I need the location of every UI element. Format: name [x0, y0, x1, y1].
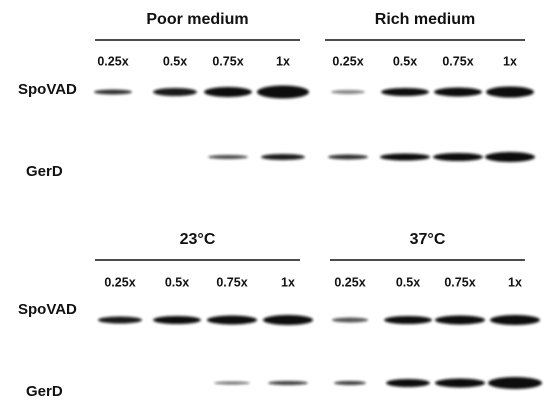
band [435, 379, 485, 388]
band [94, 90, 132, 95]
band [490, 315, 540, 325]
lane-label: 0.75x [444, 275, 475, 289]
lane-label: 0.75x [212, 54, 243, 68]
row-label: GerD [26, 383, 63, 400]
lane-label: 0.75x [442, 54, 473, 68]
band [207, 316, 257, 325]
band [208, 155, 248, 159]
lane-label: 0.5x [163, 54, 187, 68]
band [214, 382, 250, 385]
band [434, 88, 482, 97]
band [433, 153, 483, 161]
band [268, 381, 308, 385]
band [328, 155, 368, 160]
band [485, 152, 535, 162]
band [435, 316, 485, 325]
lane-label: 0.25x [334, 275, 365, 289]
blot-figure: Poor medium 0.25x 0.5x 0.75x 1x Rich medium 0.… [0, 0, 551, 402]
group-title: Poor medium [146, 11, 248, 28]
lane-label: 0.5x [396, 275, 420, 289]
page: Poor medium 0.25x 0.5x 0.75x 1x Rich medium 0.… [0, 0, 551, 402]
band [334, 381, 366, 385]
band [380, 154, 430, 161]
lane-label: 0.25x [104, 275, 135, 289]
band [261, 154, 305, 160]
lane-label: 1x [508, 275, 522, 289]
band [263, 315, 313, 325]
band [257, 86, 309, 99]
lane-label: 0.5x [165, 275, 189, 289]
band [153, 316, 201, 324]
band [486, 87, 534, 98]
band [332, 318, 368, 323]
group-title: 23°C [180, 231, 216, 248]
band [331, 90, 365, 94]
row-label: SpoVAD [18, 301, 77, 318]
row-label: SpoVAD [18, 81, 77, 98]
band [204, 87, 252, 97]
row-label: GerD [26, 163, 63, 180]
band [384, 316, 432, 324]
group-title: 37°C [410, 231, 446, 248]
lane-label: 0.25x [97, 54, 128, 68]
lane-label: 1x [281, 275, 295, 289]
group-title: Rich medium [375, 11, 475, 28]
band [386, 379, 430, 387]
lane-label: 1x [503, 54, 517, 68]
lane-label: 1x [276, 54, 290, 68]
lane-label: 0.5x [393, 54, 417, 68]
band [153, 88, 197, 96]
lane-label: 0.25x [332, 54, 363, 68]
band [381, 88, 429, 96]
band [488, 377, 542, 389]
lane-label: 0.75x [216, 275, 247, 289]
band [98, 317, 142, 324]
